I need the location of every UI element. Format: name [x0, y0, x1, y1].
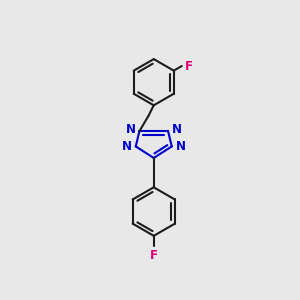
- Text: N: N: [122, 140, 132, 153]
- Text: F: F: [150, 249, 158, 262]
- Text: F: F: [185, 59, 193, 73]
- Text: N: N: [126, 123, 136, 136]
- Text: N: N: [172, 123, 182, 136]
- Text: N: N: [176, 140, 185, 153]
